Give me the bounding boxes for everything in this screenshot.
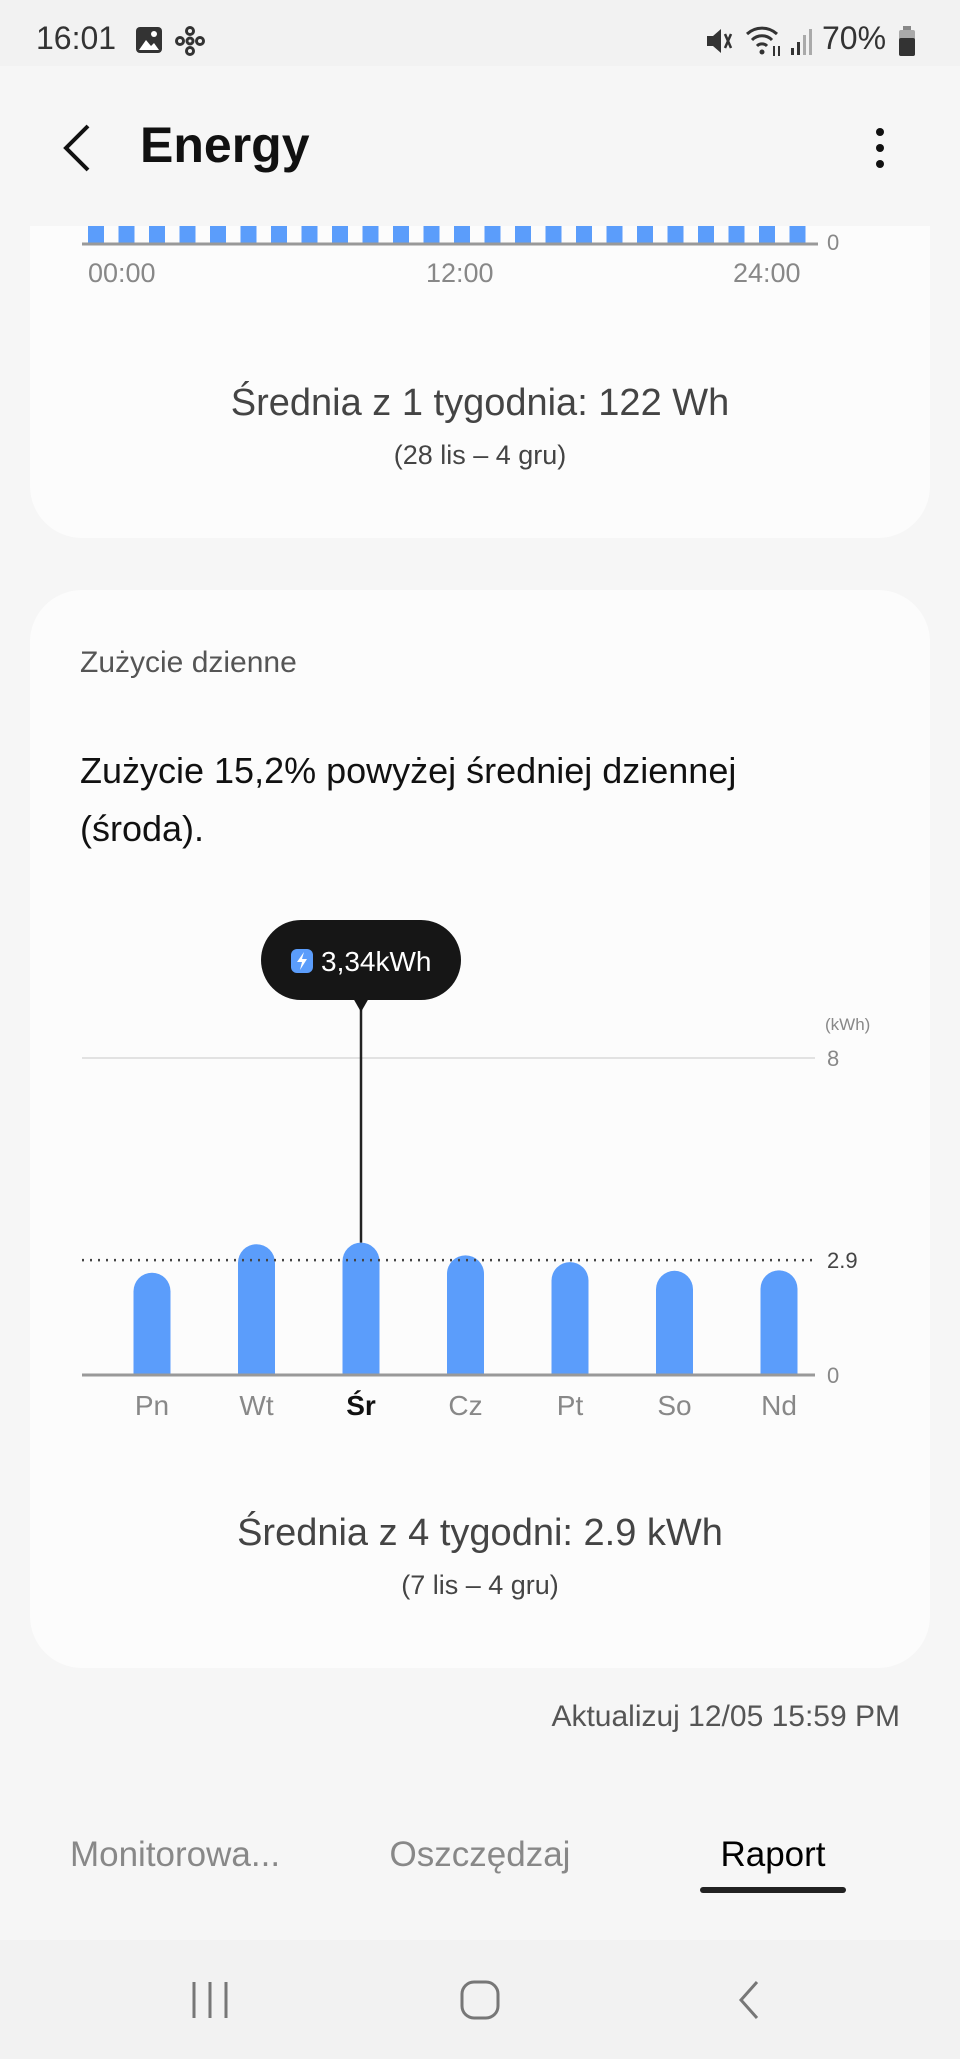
x-label-Cz: Cz <box>448 1390 482 1421</box>
hourly-bar <box>179 226 196 243</box>
monthly-average-range: (7 lis – 4 gru) <box>401 1570 559 1600</box>
tab-label: Raport <box>720 1835 826 1874</box>
hourly-bar <box>423 226 440 243</box>
hourly-bar <box>332 226 348 243</box>
x-label-Pt: Pt <box>557 1390 584 1421</box>
hourly-bar <box>484 226 501 243</box>
back-icon[interactable] <box>735 1980 765 2020</box>
bar-Śr <box>342 1242 380 1375</box>
battery-percent: 70% <box>822 20 887 56</box>
y-tick-8: 8 <box>827 1046 839 1071</box>
page-title: Energy <box>140 117 310 173</box>
section-title: Zużycie dzienne <box>80 646 297 679</box>
signal-icon <box>791 29 812 55</box>
monthly-average: Średnia z 4 tygodni: 2.9 kWh <box>237 1512 723 1554</box>
network-icon <box>175 26 205 56</box>
hourly-chart <box>82 226 818 246</box>
usage-headline: Zużycie 15,2% powyżej średniej dziennej … <box>80 750 737 849</box>
system-nav-bar <box>0 1940 960 2059</box>
hourly-bar <box>88 226 104 243</box>
hourly-bar <box>240 226 257 243</box>
bar-Cz <box>447 1255 484 1375</box>
hourly-bar <box>118 226 135 243</box>
y-tick-0: 0 <box>827 230 840 255</box>
weekly-average-range: (28 lis – 4 gru) <box>393 440 567 470</box>
bar-Pn <box>133 1272 171 1375</box>
bar-Wt <box>238 1244 275 1375</box>
lightning-bolt <box>297 952 307 970</box>
gallery-icon <box>136 27 162 53</box>
tab-label: Oszczędzaj <box>389 1835 571 1874</box>
hourly-bar <box>728 226 745 243</box>
hourly-bar <box>759 226 775 243</box>
x-tick-mid: 12:00 <box>426 258 494 288</box>
tab-label: Monitorowa... <box>69 1835 281 1874</box>
tab-monitor[interactable]: Monitorowa... <box>50 1835 300 1875</box>
hourly-bar <box>271 226 287 243</box>
active-tab-indicator <box>700 1887 846 1893</box>
hourly-bar <box>576 226 592 243</box>
x-label-Nd: Nd <box>761 1390 797 1421</box>
wifi-icon <box>745 26 780 56</box>
hourly-bar <box>301 226 318 243</box>
x-label-Śr: Śr <box>346 1390 376 1421</box>
tooltip <box>261 920 461 1000</box>
battery-icon <box>899 26 915 56</box>
hourly-usage-card: 0 00:00 12:00 24:00 Średnia z 1 tygodnia… <box>30 226 930 538</box>
status-time: 16:01 <box>36 20 117 56</box>
hourly-bar <box>606 226 623 243</box>
y-tick-0: 0 <box>827 1363 839 1388</box>
weekly-average: Średnia z 1 tygodnia: 122 Wh <box>230 382 730 424</box>
y-unit-label: (kWh) <box>825 1015 870 1034</box>
bar-So <box>656 1270 693 1375</box>
tooltip-pointer <box>353 998 369 1012</box>
bar-Nd <box>760 1270 798 1375</box>
hourly-bar <box>393 226 409 243</box>
last-updated: Aktualizuj 12/05 15:59 PM <box>551 1700 900 1733</box>
x-tick-end: 24:00 <box>733 258 801 288</box>
x-label-So: So <box>657 1390 691 1421</box>
hourly-bar <box>698 226 714 243</box>
daily-usage-card: Zużycie dzienne Zużycie 15,2% powyżej śr… <box>30 590 930 1668</box>
hourly-bar <box>362 226 379 243</box>
hourly-bar <box>667 226 684 243</box>
hourly-bar <box>454 226 470 243</box>
hourly-bar <box>637 226 653 243</box>
hourly-bar <box>515 226 531 243</box>
y-tick-2.9: 2.9 <box>827 1248 858 1273</box>
bar-Pt <box>551 1262 589 1375</box>
tooltip-value: 3,34kWh <box>321 946 432 977</box>
hourly-bar <box>149 226 165 243</box>
status-bar: 16:01 70% <box>0 0 960 66</box>
x-label-Wt: Wt <box>239 1390 273 1421</box>
tab-save[interactable]: Oszczędzaj <box>360 1835 600 1875</box>
chevron-left-icon[interactable] <box>58 122 94 174</box>
app-header: Energy <box>0 66 960 226</box>
x-label-Pn: Pn <box>135 1390 169 1421</box>
daily-chart: Pn Wt Śr Cz Pt So Nd 8 2.9 0 (kWh) 3,34kWh <box>82 920 870 1421</box>
mute-icon <box>707 29 733 53</box>
tab-report[interactable]: Raport <box>700 1835 846 1893</box>
hourly-bar <box>789 226 806 243</box>
recent-apps-icon[interactable] <box>190 1980 230 2020</box>
hourly-bar <box>210 226 226 243</box>
x-tick-start: 00:00 <box>88 258 156 288</box>
home-icon[interactable] <box>460 1980 500 2020</box>
hourly-bar <box>545 226 562 243</box>
more-vertical-icon[interactable] <box>868 124 892 174</box>
